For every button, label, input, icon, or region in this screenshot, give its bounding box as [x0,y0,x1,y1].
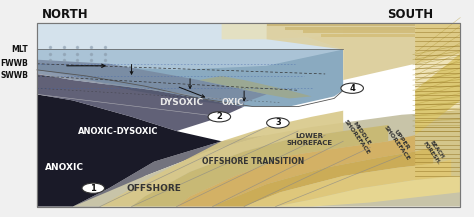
Polygon shape [343,23,460,80]
Polygon shape [320,34,415,37]
Polygon shape [212,147,433,207]
Polygon shape [415,54,460,135]
Text: NORTH: NORTH [42,8,88,21]
Polygon shape [37,49,343,70]
Polygon shape [199,76,311,99]
Polygon shape [222,23,343,39]
Polygon shape [73,111,460,207]
Circle shape [208,112,230,122]
Circle shape [341,83,364,93]
Polygon shape [37,94,222,207]
Text: DYSOXIC: DYSOXIC [159,98,203,107]
Text: BEACH
FORESH.: BEACH FORESH. [422,137,447,166]
Text: 2: 2 [217,112,222,121]
Polygon shape [266,23,415,54]
Polygon shape [100,111,343,207]
Text: MIDDLE
SHOREFACE: MIDDLE SHOREFACE [343,115,375,155]
Polygon shape [73,135,266,207]
Text: MLT: MLT [11,45,28,54]
Polygon shape [266,23,415,26]
Polygon shape [415,23,460,180]
Text: 3: 3 [275,118,281,127]
Polygon shape [284,27,415,30]
Polygon shape [244,160,451,207]
Text: 4: 4 [349,84,355,93]
Polygon shape [266,23,460,54]
Text: ANOXIC: ANOXIC [45,163,83,172]
Polygon shape [37,23,460,207]
Polygon shape [302,30,415,33]
Text: OXIC: OXIC [222,98,244,107]
Text: UPPER
SHOREFACE: UPPER SHOREFACE [383,121,416,161]
Text: ANOXIC-DYSOXIC: ANOXIC-DYSOXIC [78,127,158,136]
Polygon shape [275,176,460,207]
Polygon shape [37,23,343,49]
Circle shape [266,118,289,128]
Text: OFFSHORE: OFFSHORE [127,184,182,193]
Text: 1: 1 [91,184,96,193]
Text: FWWB: FWWB [0,59,28,68]
Polygon shape [37,49,343,107]
Polygon shape [176,135,415,207]
Text: SOUTH: SOUTH [387,8,433,21]
Text: SWWB: SWWB [0,71,28,81]
Polygon shape [37,74,244,131]
Circle shape [82,183,104,193]
Text: OFFSHORE TRANSITION: OFFSHORE TRANSITION [202,157,304,166]
Polygon shape [131,125,388,207]
Text: LOWER
SHOREFACE: LOWER SHOREFACE [286,133,332,146]
Polygon shape [37,60,266,107]
